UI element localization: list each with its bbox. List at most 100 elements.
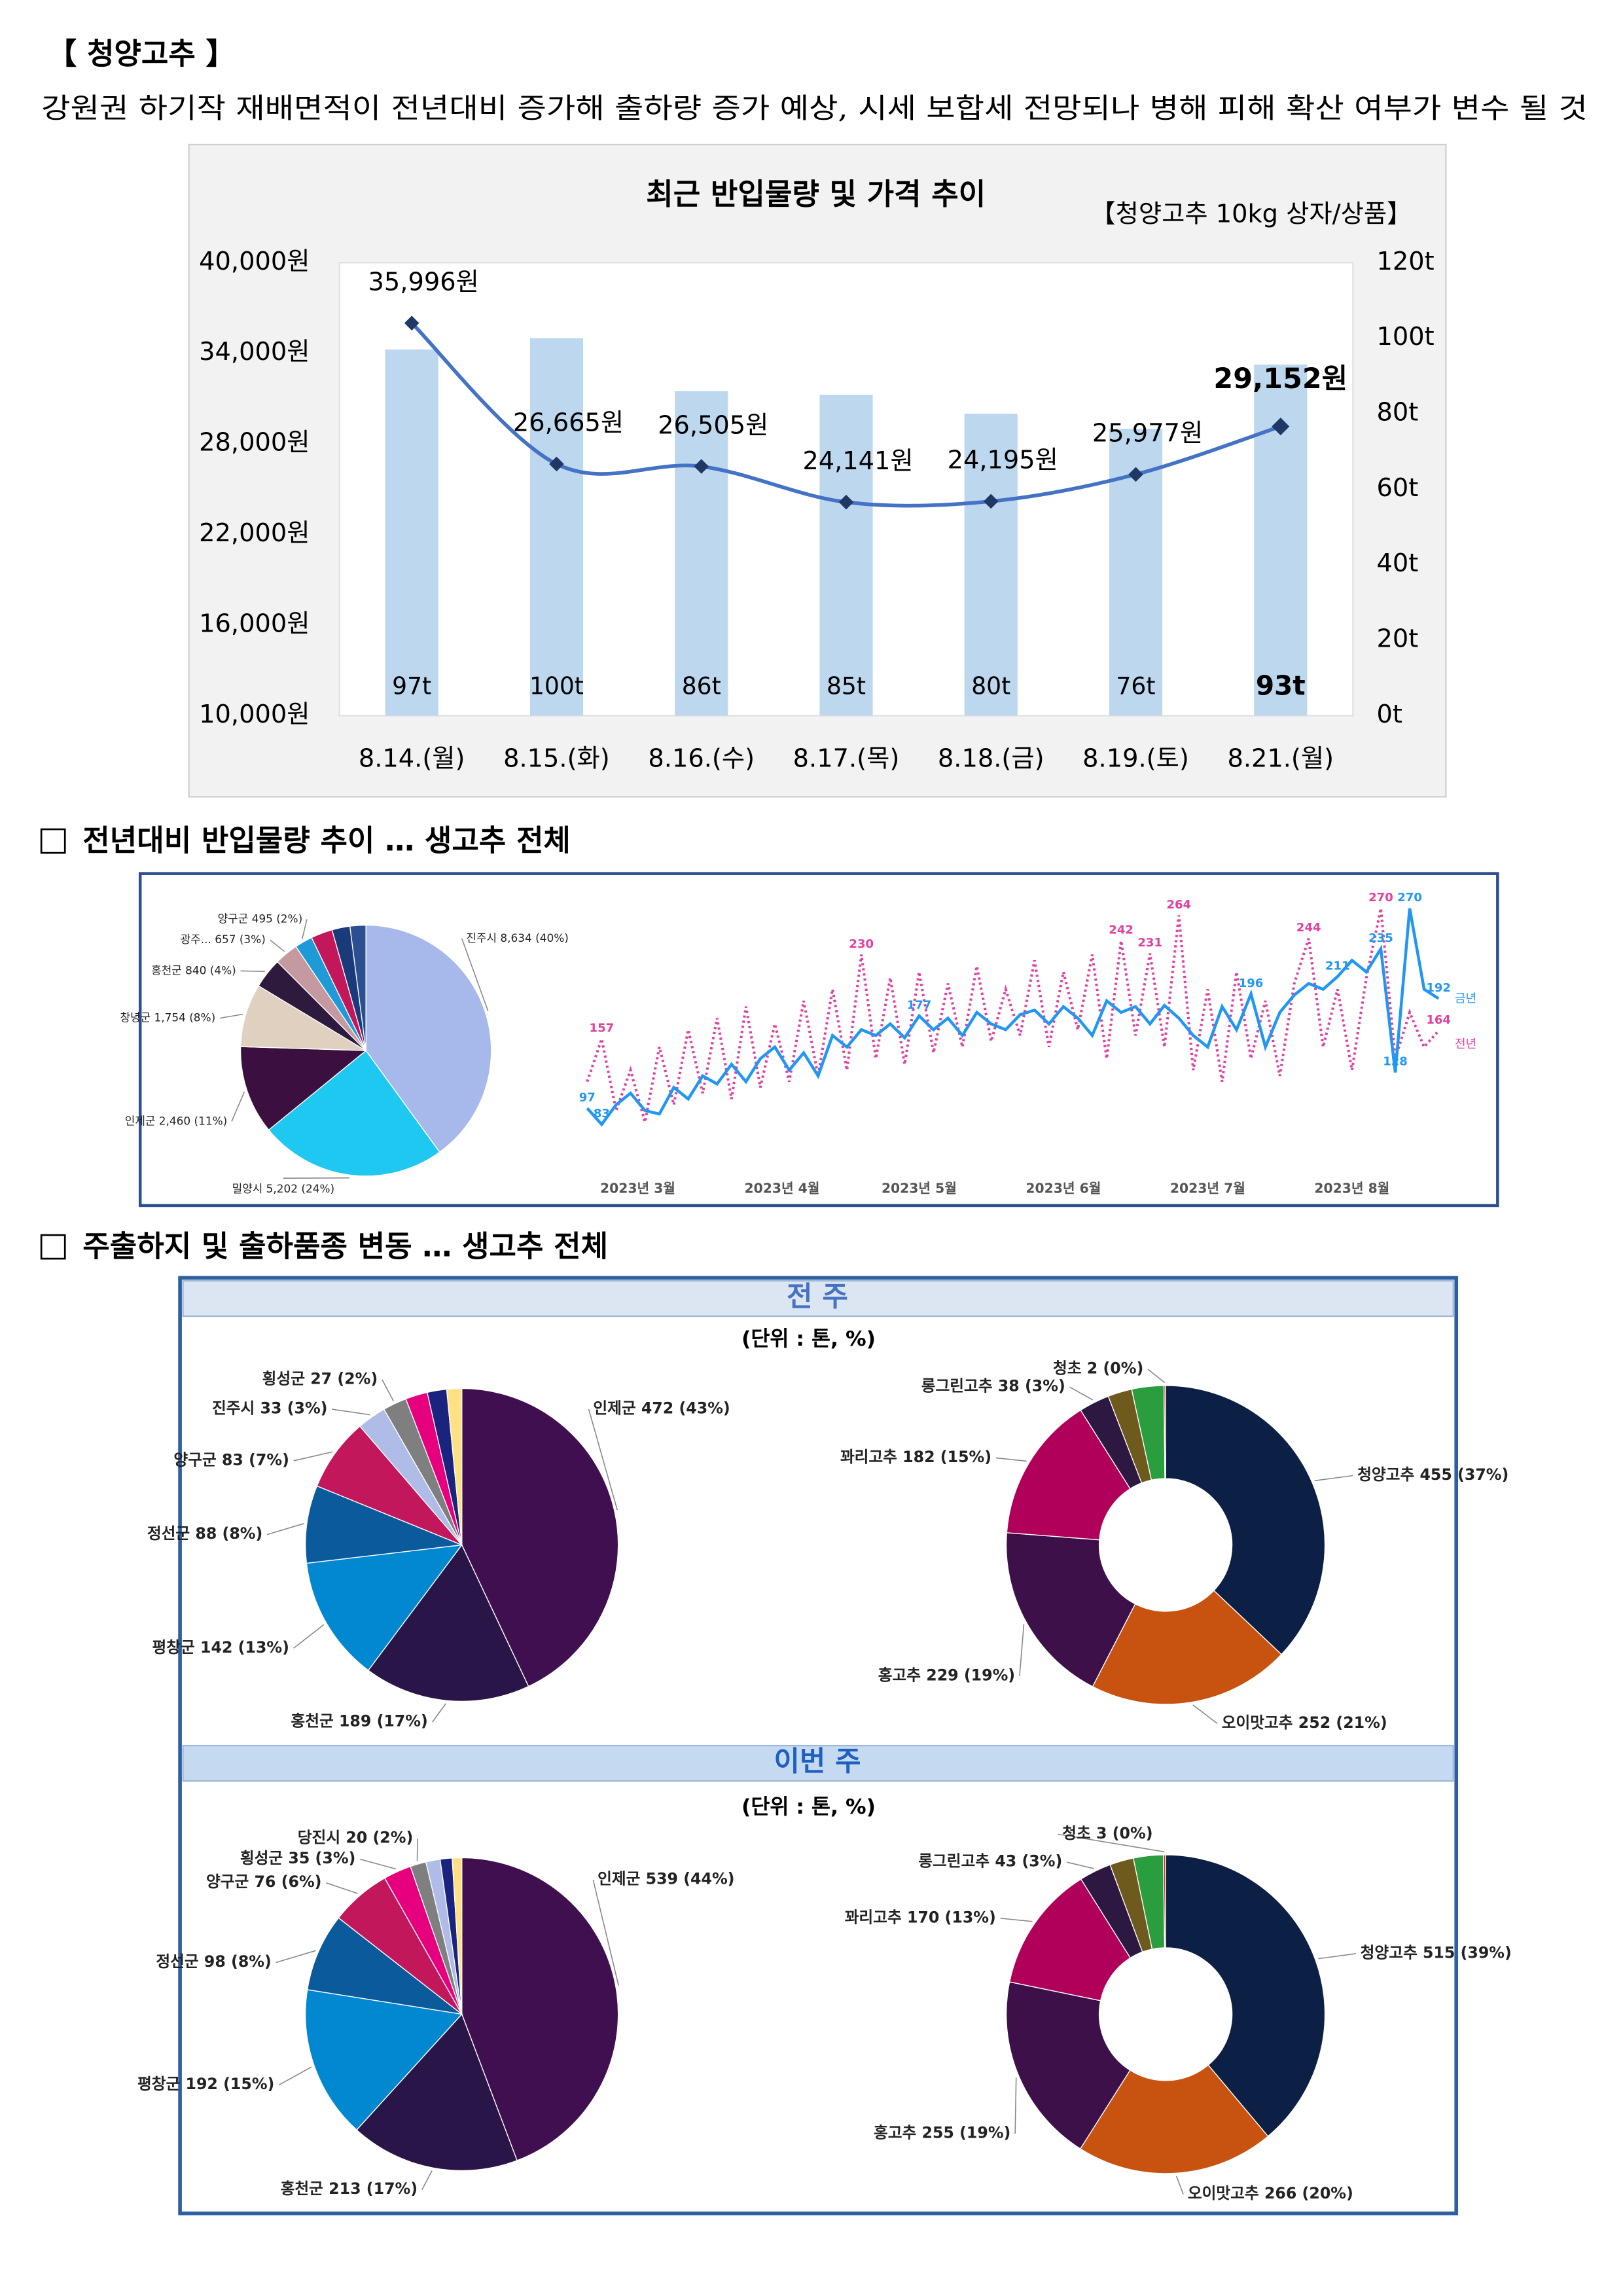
leader-line — [301, 919, 308, 940]
donut-slice — [1092, 1590, 1282, 1705]
pie-slice — [461, 1857, 619, 2161]
legend-label: 전년 — [1455, 1037, 1476, 1051]
y-tick-label: 40,000원 — [199, 247, 310, 276]
leader-line — [1014, 2077, 1017, 2134]
x-tick-label: 8.15.(화) — [503, 744, 610, 774]
leader-line — [382, 1379, 394, 1401]
leader-line — [1175, 2176, 1184, 2195]
slice-label: 진주시 33 (3%) — [212, 1399, 327, 1418]
pie-slice — [365, 924, 492, 1153]
y2-tick-label: 0t — [1376, 700, 1402, 729]
point-label: 177 — [907, 998, 932, 1012]
price-label: 25,977원 — [1092, 418, 1203, 448]
leader-line — [995, 1457, 1027, 1462]
slice-label: 오이맛고추 252 (21%) — [1222, 1713, 1387, 1732]
slice-label: 청양고추 455 (37%) — [1357, 1465, 1508, 1484]
leader-line — [592, 1880, 619, 1986]
slice-label: 청초 3 (0%) — [1062, 1824, 1152, 1842]
slice-label: 정선군 88 (8%) — [147, 1524, 262, 1543]
x-tick-label: 2023년 4월 — [744, 1181, 819, 1196]
x-tick-label: 8.14.(월) — [359, 744, 465, 774]
checkbox — [40, 828, 66, 854]
checkbox — [40, 1234, 66, 1260]
leader-line — [332, 1408, 370, 1416]
y2-tick-label: 120t — [1376, 247, 1434, 276]
pie-slice — [446, 1388, 463, 1545]
leader-line — [421, 2170, 433, 2191]
donut-slice — [1163, 1385, 1166, 1479]
donut-slice — [1005, 1981, 1131, 2150]
slice-label: 홍고추 229 (19%) — [878, 1666, 1015, 1685]
bar-label: 100t — [529, 673, 584, 700]
price-label: 26,665원 — [513, 408, 624, 438]
leader-line — [1147, 1369, 1166, 1384]
point-label: 230 — [849, 937, 874, 951]
series-line — [586, 908, 1440, 1122]
pie-slice — [306, 1917, 464, 2015]
slice-label: 홍천군 213 (17%) — [281, 2179, 418, 2198]
slice-label: 횡성군 27 (2%) — [262, 1369, 378, 1388]
y2-tick-label: 20t — [1376, 624, 1418, 654]
price-marker — [1272, 418, 1290, 436]
x-tick-label: 2023년 7월 — [1170, 1181, 1245, 1196]
leader-line — [461, 938, 489, 1011]
x-tick-label: 8.17.(목) — [793, 744, 900, 774]
x-tick-label: 8.19.(토) — [1082, 744, 1189, 774]
page-title: 【 청양고추 】 — [47, 37, 235, 71]
leader-line — [1019, 1624, 1025, 1677]
leader-line — [1066, 1861, 1094, 1869]
pie-slice — [306, 1544, 463, 1671]
leader-line — [293, 1624, 325, 1649]
leader-line — [1314, 1475, 1353, 1482]
point-label: 83 — [594, 1107, 610, 1121]
slice-label: 롱그린고추 38 (3%) — [921, 1377, 1065, 1395]
band-title: 전 주 — [787, 1280, 848, 1313]
price-label: 24,195원 — [948, 446, 1058, 475]
slice-label: 청초 2 (0%) — [1053, 1359, 1143, 1378]
pie-slice — [355, 2013, 518, 2172]
leader-line — [431, 1703, 446, 1723]
unit-label: (단위 : 톤, %) — [741, 1327, 876, 1351]
donut-slice — [1165, 1854, 1326, 2137]
leader-line — [266, 1523, 304, 1535]
chart-subtitle: 【청양고추 10kg 상자/상품】 — [1090, 200, 1412, 229]
leader-line — [283, 1177, 349, 1179]
leader-line — [588, 1408, 618, 1511]
bar-label: 93t — [1256, 670, 1306, 702]
bar — [675, 391, 728, 716]
slice-label: 꽈리고추 182 (15%) — [840, 1448, 991, 1466]
leader-line — [278, 2066, 312, 2086]
bar — [819, 395, 873, 716]
bar — [964, 414, 1018, 716]
y-tick-label: 28,000원 — [199, 428, 310, 457]
bar-label: 85t — [827, 673, 866, 700]
pie-slice — [305, 1989, 463, 2131]
pie-slice — [316, 1426, 463, 1546]
slice-label: 양구군 76 (6%) — [206, 1873, 321, 1891]
series-line — [586, 908, 1440, 1127]
slice-label: 진주시 8,634 (40%) — [466, 931, 568, 944]
donut-slice — [1165, 1385, 1326, 1655]
slice-label: 홍천군 840 (4%) — [151, 963, 236, 977]
pie-slice — [367, 1544, 529, 1702]
price-marker — [694, 459, 709, 474]
leader-line — [219, 1013, 243, 1019]
price-label: 35,996원 — [368, 267, 479, 296]
price-marker — [1128, 467, 1143, 482]
slice-label: 홍천군 189 (17%) — [291, 1712, 427, 1731]
pie-slice — [240, 985, 368, 1051]
slice-label: 오이맛고추 266 (20%) — [1188, 2184, 1353, 2202]
bar — [385, 349, 438, 716]
y2-tick-label: 40t — [1376, 548, 1418, 578]
leader-line — [1318, 1953, 1357, 1960]
x-tick-label: 2023년 6월 — [1026, 1181, 1101, 1196]
slice-label: 인제군 539 (44%) — [597, 1870, 734, 1888]
leader-line — [231, 1091, 245, 1122]
point-label: 244 — [1296, 921, 1321, 935]
x-tick-label: 8.16.(수) — [648, 744, 755, 774]
slice-label: 횡성군 35 (3%) — [240, 1849, 355, 1867]
bar-label: 80t — [971, 673, 1010, 700]
point-label: 192 — [1426, 981, 1451, 995]
